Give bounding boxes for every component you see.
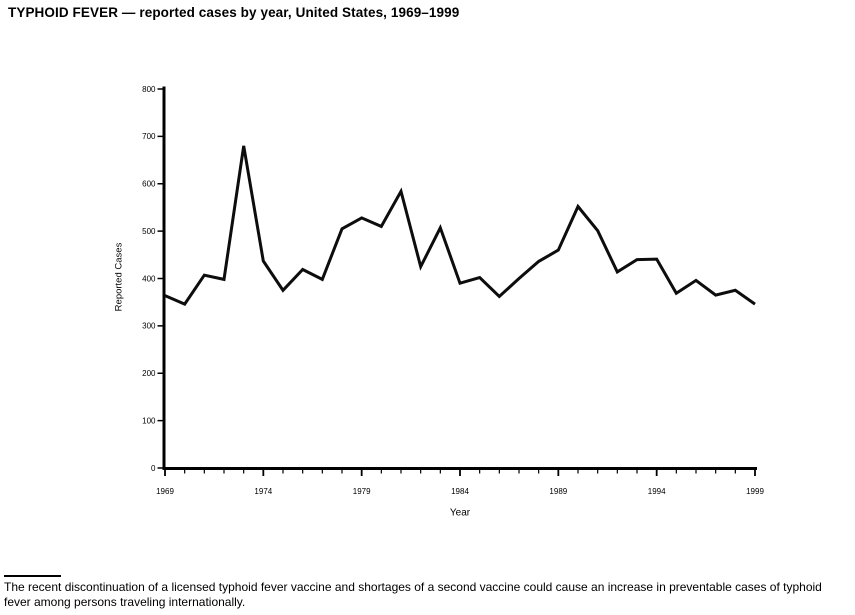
y-tick-label: 100 (142, 416, 156, 425)
y-tick-label: 800 (142, 85, 156, 94)
chart-title: TYPHOID FEVER — reported cases by year, … (8, 5, 460, 20)
y-tick-label: 400 (142, 274, 156, 283)
x-tick-label: 1999 (746, 487, 764, 496)
y-tick-label: 300 (142, 322, 156, 331)
x-tick-label: 1974 (254, 487, 272, 496)
footnote-rule (4, 575, 61, 577)
footnote-text: The recent discontinuation of a licensed… (4, 580, 822, 609)
y-axis-title: Reported Cases (113, 242, 125, 312)
x-tick-label: 1979 (353, 487, 371, 496)
y-tick-label: 500 (142, 227, 156, 236)
footnote: The recent discontinuation of a licensed… (4, 575, 851, 610)
y-tick-label: 700 (142, 132, 156, 141)
x-tick-label: 1994 (648, 487, 666, 496)
x-axis-title: Year (449, 507, 471, 519)
y-tick-label: 200 (142, 369, 156, 378)
x-tick-label: 1984 (451, 487, 469, 496)
x-tick-label: 1989 (549, 487, 567, 496)
y-tick-label: 0 (151, 464, 156, 473)
x-tick-label: 1969 (156, 487, 174, 496)
data-line (164, 145, 756, 306)
line-chart: 0 100 200 300 400 500 600 700 800 1969 1974 1979 198… (142, 85, 764, 496)
y-tick-label: 600 (142, 180, 156, 189)
